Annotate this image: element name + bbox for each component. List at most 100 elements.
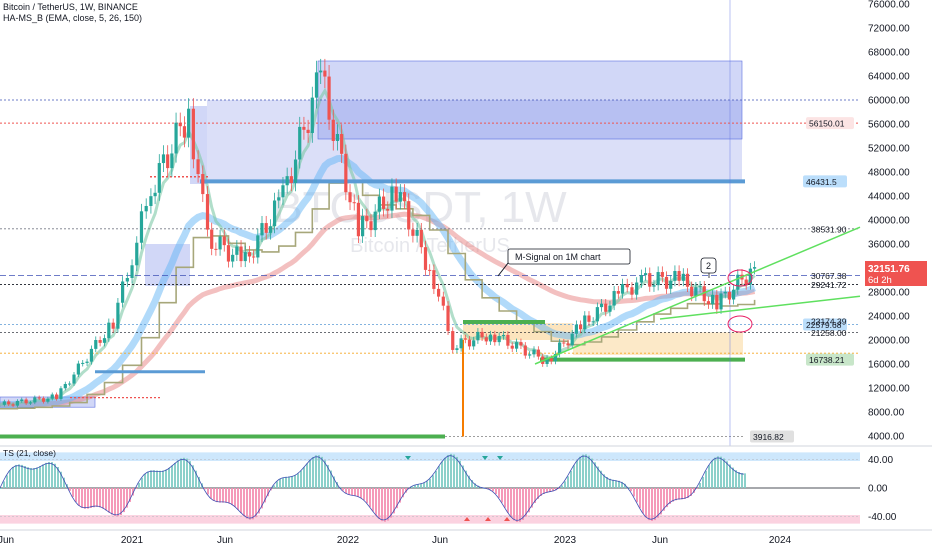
- time-tick-label: 2024: [769, 535, 792, 546]
- oscillator-title[interactable]: TS (21, close): [3, 448, 56, 458]
- price-axis[interactable]: 76000.00 72000.00 68000.00 64000.00 60000.00…: [868, 0, 910, 523]
- osc-bar: [75, 488, 77, 503]
- candle-body: [436, 288, 441, 297]
- callout-text: M-Signal on 1M chart: [515, 252, 601, 262]
- osc-bar: [42, 464, 44, 488]
- candle-body: [144, 205, 148, 212]
- candle-body: [231, 254, 235, 262]
- time-tick-label: Jun: [432, 535, 448, 546]
- osc-bar: [162, 470, 164, 488]
- candle-body: [327, 76, 331, 120]
- osc-bar: [207, 488, 209, 495]
- osc-bar: [57, 467, 59, 488]
- oscillator-pane: [0, 445, 932, 524]
- candle-body: [715, 294, 719, 310]
- highlight-circle-upper: [727, 269, 753, 287]
- osc-bar: [495, 488, 497, 495]
- candle-body: [243, 252, 247, 262]
- osc-bar: [282, 477, 284, 488]
- osc-bar: [735, 470, 737, 488]
- candle-body: [501, 334, 506, 337]
- osc-bar: [135, 488, 137, 489]
- osc-tick-label: 0.00: [868, 484, 888, 495]
- candle-body: [33, 397, 37, 403]
- candle-body: [170, 153, 174, 169]
- osc-bar: [528, 488, 530, 513]
- candle-body: [139, 211, 144, 243]
- osc-bar: [489, 488, 491, 490]
- candle-body: [293, 159, 298, 183]
- osc-bar: [585, 454, 587, 488]
- candle-body: [153, 192, 157, 197]
- highlight-circle-lower: [727, 315, 753, 333]
- osc-bar: [96, 488, 98, 507]
- osc-bar: [561, 485, 563, 488]
- price-tick-label: 8000.00: [868, 408, 905, 419]
- last-price-badge: 32151.76 6d 2h: [865, 261, 927, 286]
- candle-body: [264, 223, 268, 233]
- price-tag-bg: [803, 318, 847, 331]
- candle-body: [205, 194, 210, 230]
- msignal-callout[interactable]: M-Signal on 1M chart: [497, 248, 631, 277]
- time-axis[interactable]: Jun 2021 Jun 2022 Jun 2023 Jun 2024: [0, 529, 932, 546]
- osc-bar: [534, 488, 536, 503]
- osc-bar: [243, 488, 245, 517]
- osc-bar: [99, 488, 101, 508]
- osc-bar: [462, 465, 464, 488]
- candle-body: [652, 285, 656, 287]
- osc-bar: [129, 488, 131, 502]
- osc-bar: [156, 470, 158, 488]
- candle-body: [54, 394, 59, 399]
- osc-bar: [450, 453, 452, 488]
- osc-bar: [516, 488, 518, 522]
- osc-bar: [366, 488, 368, 504]
- candle-body: [310, 97, 314, 133]
- time-tick-label: Jun: [652, 535, 668, 546]
- candle-body: [574, 324, 579, 334]
- candle-body: [690, 286, 694, 297]
- osc-bar: [342, 488, 344, 491]
- osc-bar: [294, 475, 296, 488]
- candle-body: [344, 153, 348, 193]
- indicator-title[interactable]: HA-MS_B (EMA, close, 5, 26, 150): [3, 13, 143, 23]
- candle-body: [608, 305, 612, 312]
- symbol-title[interactable]: Bitcoin / TetherUS, 1W, BINANCE: [3, 2, 138, 12]
- osc-bar: [213, 488, 215, 501]
- candle-body: [222, 236, 226, 246]
- candlesticks: [2, 58, 757, 408]
- candle-body: [639, 275, 643, 283]
- osc-bar: [387, 488, 389, 521]
- osc-bar: [558, 488, 560, 489]
- price-tick-label: 56000.00: [868, 120, 910, 131]
- osc-bar: [192, 465, 194, 488]
- osc-bar: [291, 476, 293, 488]
- watermark-name: Bitcoin / TetherUS: [350, 235, 510, 257]
- candle-body: [732, 289, 736, 300]
- candle-body: [583, 315, 587, 330]
- osc-bar: [546, 488, 548, 493]
- candle-body: [599, 303, 604, 308]
- candle-body: [135, 242, 139, 266]
- osc-bar: [297, 473, 299, 488]
- osc-bar: [375, 488, 377, 516]
- osc-bar: [576, 460, 578, 488]
- candle-body: [191, 108, 195, 160]
- candle-body: [11, 404, 15, 406]
- candle-body: [476, 331, 480, 341]
- osc-bar: [681, 488, 683, 500]
- price-tick-label: 16000.00: [868, 360, 910, 371]
- osc-bar: [399, 488, 401, 503]
- wave-marker[interactable]: 2: [700, 257, 717, 278]
- price-tick-label: 40000.00: [868, 216, 910, 227]
- osc-bar: [354, 488, 356, 496]
- osc-down-marker: [405, 456, 411, 460]
- osc-bar: [117, 488, 119, 517]
- osc-bar: [36, 467, 38, 488]
- price-tag-bg: [803, 175, 847, 188]
- osc-bar: [357, 488, 359, 497]
- osc-bar: [570, 470, 572, 488]
- osc-bar: [717, 456, 719, 488]
- osc-bar: [324, 460, 326, 488]
- candle-body: [111, 322, 115, 329]
